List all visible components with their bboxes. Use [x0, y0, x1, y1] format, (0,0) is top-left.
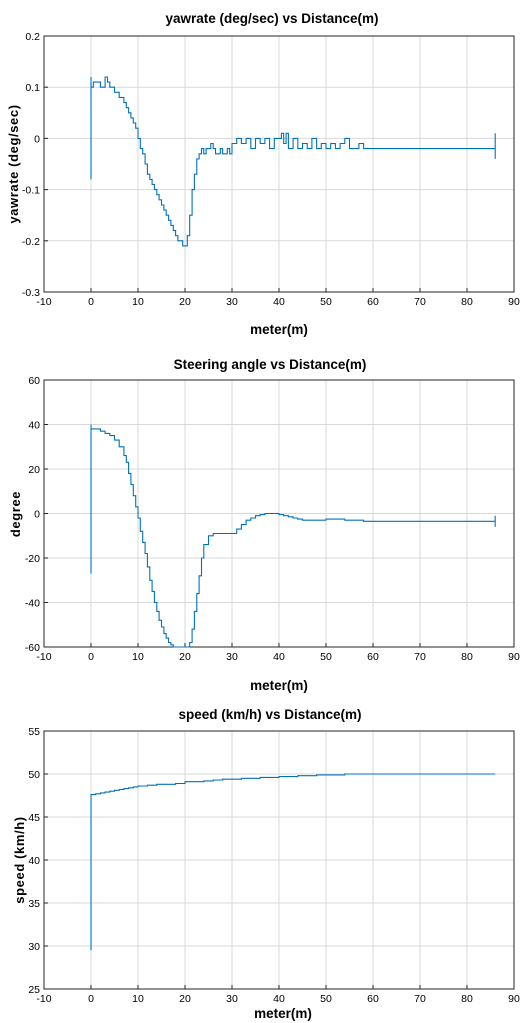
- x-tick-label: 20: [179, 993, 191, 1005]
- series-layer: [90, 76, 496, 247]
- x-tick-label: 70: [414, 296, 426, 308]
- x-tick-label: 40: [273, 296, 285, 308]
- x-tick-label: 30: [226, 651, 238, 663]
- axis-ticks: -10 0 10 20 30 40 50 60 70 80 90 55 50 45 40 35 30 25: [28, 726, 520, 1005]
- x-tick-label: 90: [508, 651, 520, 663]
- x-tick-label: -10: [36, 651, 51, 663]
- x-tick-label: 60: [367, 651, 379, 663]
- y-tick-label: 0.2: [25, 31, 40, 43]
- grid: [44, 731, 514, 989]
- chart-title: Steering angle vs Distance(m): [174, 357, 367, 372]
- x-tick-label: 30: [226, 993, 238, 1005]
- series-line: [90, 424, 496, 648]
- y-tick-label: 50: [28, 769, 40, 781]
- x-tick-label: 0: [88, 296, 94, 308]
- x-tick-label: 10: [132, 296, 144, 308]
- series-line: [90, 773, 496, 951]
- y-tick-label: -40: [25, 598, 40, 610]
- x-tick-label: 80: [461, 651, 473, 663]
- x-tick-label: -10: [36, 993, 51, 1005]
- chart-title: yawrate (deg/sec) vs Distance(m): [165, 11, 378, 26]
- x-tick-label: 20: [179, 296, 191, 308]
- speed-chart: speed (km/h) vs Distance(m) -10 0 10 20 30 40…: [12, 707, 520, 1021]
- x-axis-label: meter(m): [250, 678, 308, 693]
- grid: [44, 36, 514, 292]
- yawrate-chart: yawrate (deg/sec) vs Distance(m) -10 0 10 2…: [6, 11, 520, 337]
- x-tick-label: 90: [508, 993, 520, 1005]
- x-tick-label: 10: [132, 651, 144, 663]
- chart-title: speed (km/h) vs Distance(m): [178, 707, 361, 722]
- y-tick-label: -60: [25, 642, 40, 654]
- x-tick-label: 10: [132, 993, 144, 1005]
- series-layer: [90, 773, 496, 951]
- y-tick-label: 0.1: [25, 82, 40, 94]
- y-tick-label: 35: [28, 898, 40, 910]
- y-tick-label: -20: [25, 553, 40, 565]
- x-tick-label: 0: [88, 651, 94, 663]
- x-tick-label: 70: [414, 651, 426, 663]
- x-tick-label: -10: [36, 296, 51, 308]
- x-tick-label: 60: [367, 296, 379, 308]
- y-tick-label: -0.3: [22, 287, 40, 299]
- x-axis-label: meter(m): [254, 1006, 312, 1021]
- x-tick-label: 40: [273, 651, 285, 663]
- x-tick-label: 50: [320, 651, 332, 663]
- y-tick-label: 0: [34, 133, 40, 145]
- x-tick-label: 20: [179, 651, 191, 663]
- y-axis-label: speed (km/h): [12, 816, 27, 903]
- x-tick-label: 70: [414, 993, 426, 1005]
- y-tick-label: 60: [28, 375, 40, 387]
- x-tick-label: 50: [320, 993, 332, 1005]
- x-tick-label: 50: [320, 296, 332, 308]
- x-tick-label: 40: [273, 993, 285, 1005]
- x-axis-label: meter(m): [250, 322, 308, 337]
- y-tick-label: 40: [28, 420, 40, 432]
- steering-angle-chart: Steering angle vs Distance(m) -10 0 10 20 30…: [8, 357, 520, 693]
- x-tick-label: 30: [226, 296, 238, 308]
- axis-ticks: -10 0 10 20 30 40 50 60 70 80 90 0.2 0.1 0 -0.1 -0.2 -0.…: [22, 31, 520, 308]
- series-line: [90, 76, 496, 247]
- y-tick-label: -0.1: [22, 185, 40, 197]
- y-tick-label: 0: [34, 509, 40, 521]
- x-tick-label: 80: [461, 296, 473, 308]
- y-axis-label: degree: [8, 491, 23, 537]
- y-tick-label: 25: [28, 984, 40, 996]
- y-tick-label: 30: [28, 941, 40, 953]
- x-tick-label: 0: [88, 993, 94, 1005]
- series-layer: [90, 424, 496, 648]
- y-tick-label: -0.2: [22, 236, 40, 248]
- x-tick-label: 60: [367, 993, 379, 1005]
- x-tick-label: 80: [461, 993, 473, 1005]
- x-tick-label: 90: [508, 296, 520, 308]
- y-tick-label: 20: [28, 464, 40, 476]
- axis-ticks: -10 0 10 20 30 40 50 60 70 80 90 60 40 20 0 -20 -40 -60: [25, 375, 520, 663]
- y-tick-label: 45: [28, 812, 40, 824]
- y-axis-label: yawrate (deg/sec): [6, 104, 21, 223]
- y-tick-label: 40: [28, 855, 40, 867]
- y-tick-label: 55: [28, 726, 40, 738]
